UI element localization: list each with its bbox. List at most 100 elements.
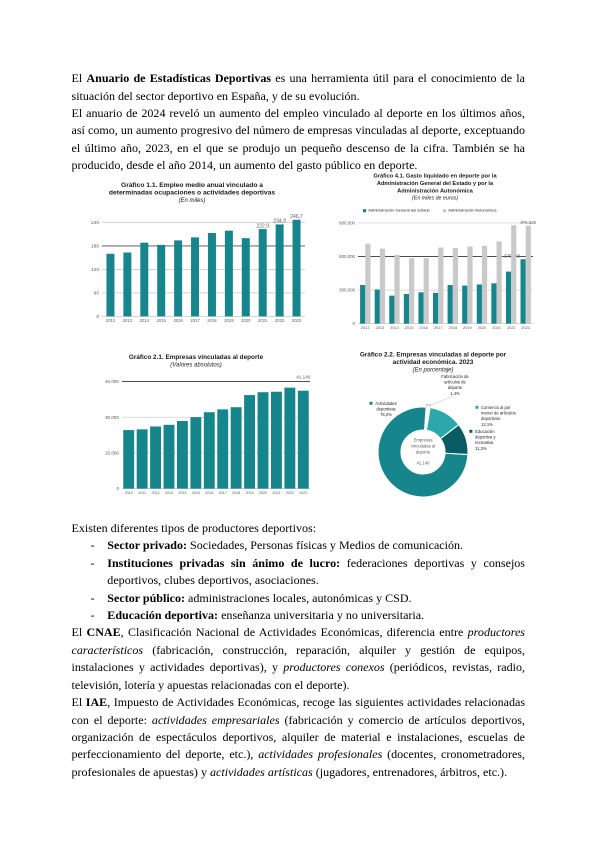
chart-subtitle: (En miles) (178, 198, 205, 204)
body-line: televisión, lotería y apuestas relaciona… (71, 677, 350, 692)
bar (207, 233, 216, 317)
chart-subtitle: (En miles de euros) (412, 196, 458, 202)
bar (224, 230, 233, 317)
body-line: así como, un aumento progresivo del núme… (71, 123, 526, 138)
donut-label-line: menor de artículos (481, 411, 516, 416)
donut-label-line: recreativa (475, 440, 494, 445)
x-axis-label: 2017 (190, 318, 200, 323)
x-axis-label: 2023 (299, 491, 307, 495)
bar (270, 391, 282, 489)
y-axis-label: 240 (91, 220, 99, 226)
bar (163, 424, 175, 489)
bar (496, 241, 502, 324)
bar (423, 258, 429, 324)
x-axis-label: 2019 (224, 318, 234, 323)
bullet-dash: - (90, 590, 95, 605)
bar (374, 289, 380, 324)
y-axis-label: 300.000 (339, 288, 355, 293)
bar (481, 245, 488, 324)
body-line: - Educación deportiva: enseñanza universi… (72, 607, 526, 624)
legend-swatch (475, 405, 479, 409)
y-axis-label: 60 (94, 291, 100, 297)
bullet-dash: - (90, 607, 95, 622)
body-line: característicos (fabricación, construcci… (71, 642, 526, 657)
chart-title-line: Gráfico 1.1. Empleo medio anual vinculad… (121, 182, 263, 189)
bar (176, 421, 188, 489)
bar-value-label: 41.140 (296, 375, 310, 380)
bar (257, 392, 269, 489)
donut-label-line: 12,1% (481, 422, 493, 427)
y-axis-label: 180 (91, 244, 99, 250)
x-axis-label: 2022 (507, 325, 516, 330)
bar (403, 293, 410, 324)
bar (292, 219, 301, 317)
donut-label-line: 1,4% (450, 391, 460, 396)
bar (157, 244, 166, 317)
x-axis-label: 2017 (219, 491, 227, 495)
bar (447, 285, 453, 324)
bar-value-label: 876.625 (521, 220, 537, 225)
x-axis-label: 2019 (245, 491, 253, 495)
donut-center-line: Empresas (414, 438, 433, 443)
x-axis-label: 2014 (178, 491, 186, 495)
bar (379, 248, 386, 324)
chart-public-spending-bar: Gráfico 4.1. Gasto liquidado en deporte … (335, 166, 540, 343)
legend-swatch (443, 209, 447, 213)
bar (241, 238, 250, 317)
body-line: El IAE, Impuesto de Actividades Económic… (71, 695, 526, 710)
donut-label-line: artículos de (444, 380, 466, 385)
bar-value-label: 222,9 (256, 223, 269, 229)
bar (491, 283, 497, 324)
x-axis-label: 2013 (123, 318, 133, 323)
x-axis-label: 2011 (138, 491, 146, 495)
chart-subtitle: (Valores absolutos) (170, 363, 221, 369)
x-axis-label: 2015 (405, 325, 414, 330)
donut-label-line: 11,3% (475, 446, 487, 451)
y-axis-label: 0 (96, 314, 99, 320)
donut-label-line: Comercio al por (481, 405, 511, 410)
bar (230, 407, 242, 489)
chart-title-line: Administración Autonómica (397, 188, 473, 194)
body-line: situación del sector deportivo en España… (71, 88, 360, 103)
bar (275, 224, 284, 317)
donut-label-line: Educación (475, 429, 495, 434)
bar (284, 387, 296, 489)
bar (452, 248, 458, 324)
bullet-dash: - (90, 555, 95, 570)
x-axis-label: 2023 (521, 325, 530, 330)
bar-value-label: 246,7 (290, 214, 303, 220)
bar (191, 237, 200, 317)
x-axis-label: 2022 (275, 318, 285, 323)
x-axis-label: 2022 (286, 491, 294, 495)
x-axis-label: 2018 (448, 325, 457, 330)
x-axis-label: 2017 (434, 325, 443, 330)
x-axis-label: 2013 (165, 491, 173, 495)
x-axis-label: 2020 (259, 491, 267, 495)
body-line: El anuario de 2024 reveló un aumento del… (71, 105, 526, 120)
y-axis-label: 30.000 (105, 415, 119, 420)
y-axis-label: 600.000 (339, 254, 355, 259)
bar (467, 246, 473, 324)
bar (360, 285, 366, 324)
bar (123, 252, 132, 317)
bar (505, 271, 512, 324)
x-axis-label: 2021 (492, 325, 501, 330)
chart-companies-bar: Gráfico 2.1. Empresas vinculadas al depo… (88, 350, 320, 503)
bar (244, 395, 256, 489)
bar (476, 284, 482, 324)
body-line: El CNAE, Clasificación Nacional de Activ… (71, 625, 526, 640)
x-axis-label: 2013 (376, 325, 385, 330)
x-axis-label: 2019 (463, 325, 472, 330)
bar (365, 243, 371, 324)
x-axis-label: 2023 (292, 318, 302, 323)
chart-title-line: actividad económica. 2023 (393, 359, 474, 366)
bar (140, 242, 149, 317)
donut-label-line: deportiva y (475, 435, 496, 440)
bar (150, 426, 162, 489)
bar (190, 417, 202, 489)
x-axis-label: 2010 (125, 491, 133, 495)
bar-value-label: 234,9 (273, 219, 286, 225)
x-axis-label: 2018 (232, 491, 240, 495)
legend-label: Administración Autonómica (448, 208, 497, 213)
bullet-dash: - (90, 538, 95, 553)
